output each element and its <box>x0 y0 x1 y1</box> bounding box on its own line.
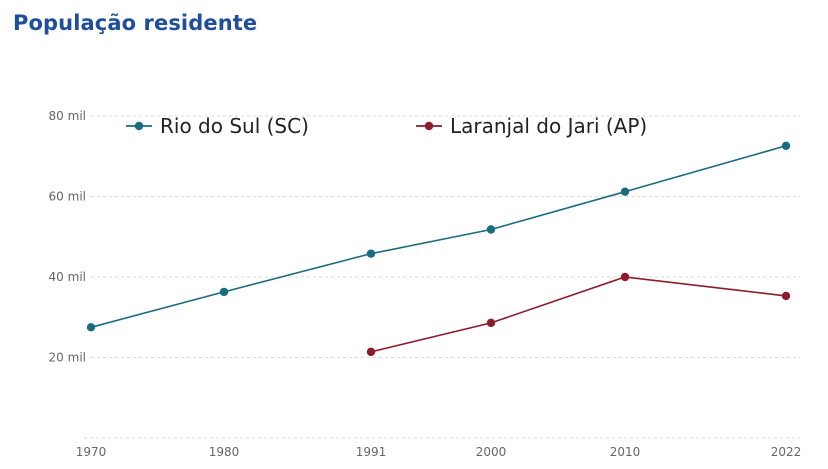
data-point[interactable] <box>781 141 791 150</box>
x-tick-label: 2022 <box>771 445 802 459</box>
grid-lines <box>84 115 800 439</box>
legend[interactable]: Rio do Sul (SC) Laranjal do Jari (AP) <box>126 114 647 138</box>
series-2 <box>366 272 791 357</box>
data-point[interactable] <box>366 249 376 258</box>
y-tick-label: 80 mil <box>49 109 86 123</box>
y-tick-label: 20 mil <box>49 351 86 365</box>
legend-label: Rio do Sul (SC) <box>160 114 309 138</box>
series-layer <box>86 141 791 357</box>
legend-label: Laranjal do Jari (AP) <box>450 114 647 138</box>
data-point[interactable] <box>781 291 791 301</box>
page-title: População residente <box>13 11 258 35</box>
data-point[interactable] <box>486 225 496 234</box>
y-tick-label: 60 mil <box>49 190 86 204</box>
x-tick-label: 1991 <box>356 445 387 459</box>
data-point[interactable] <box>620 187 630 196</box>
x-axis: 1970 1980 1991 2000 2010 2022 <box>76 445 802 459</box>
legend-item-2[interactable]: Laranjal do Jari (AP) <box>416 114 647 138</box>
y-axis: 20 mil 40 mil 60 mil 80 mil <box>49 109 86 365</box>
series-line <box>90 145 787 329</box>
legend-item-1[interactable]: Rio do Sul (SC) <box>126 114 309 138</box>
data-point[interactable] <box>486 318 496 328</box>
y-tick-label: 40 mil <box>49 270 86 284</box>
data-point[interactable] <box>366 347 376 357</box>
series-line <box>370 276 787 353</box>
legend-point-marker <box>134 121 144 131</box>
x-tick-label: 2000 <box>476 445 507 459</box>
data-point[interactable] <box>219 287 229 297</box>
data-point[interactable] <box>620 272 630 282</box>
legend-point-marker <box>424 121 434 131</box>
x-tick-label: 2010 <box>610 445 641 459</box>
series-1 <box>86 141 791 332</box>
data-point[interactable] <box>86 323 96 332</box>
x-tick-label: 1970 <box>76 445 107 459</box>
x-tick-label: 1980 <box>209 445 240 459</box>
